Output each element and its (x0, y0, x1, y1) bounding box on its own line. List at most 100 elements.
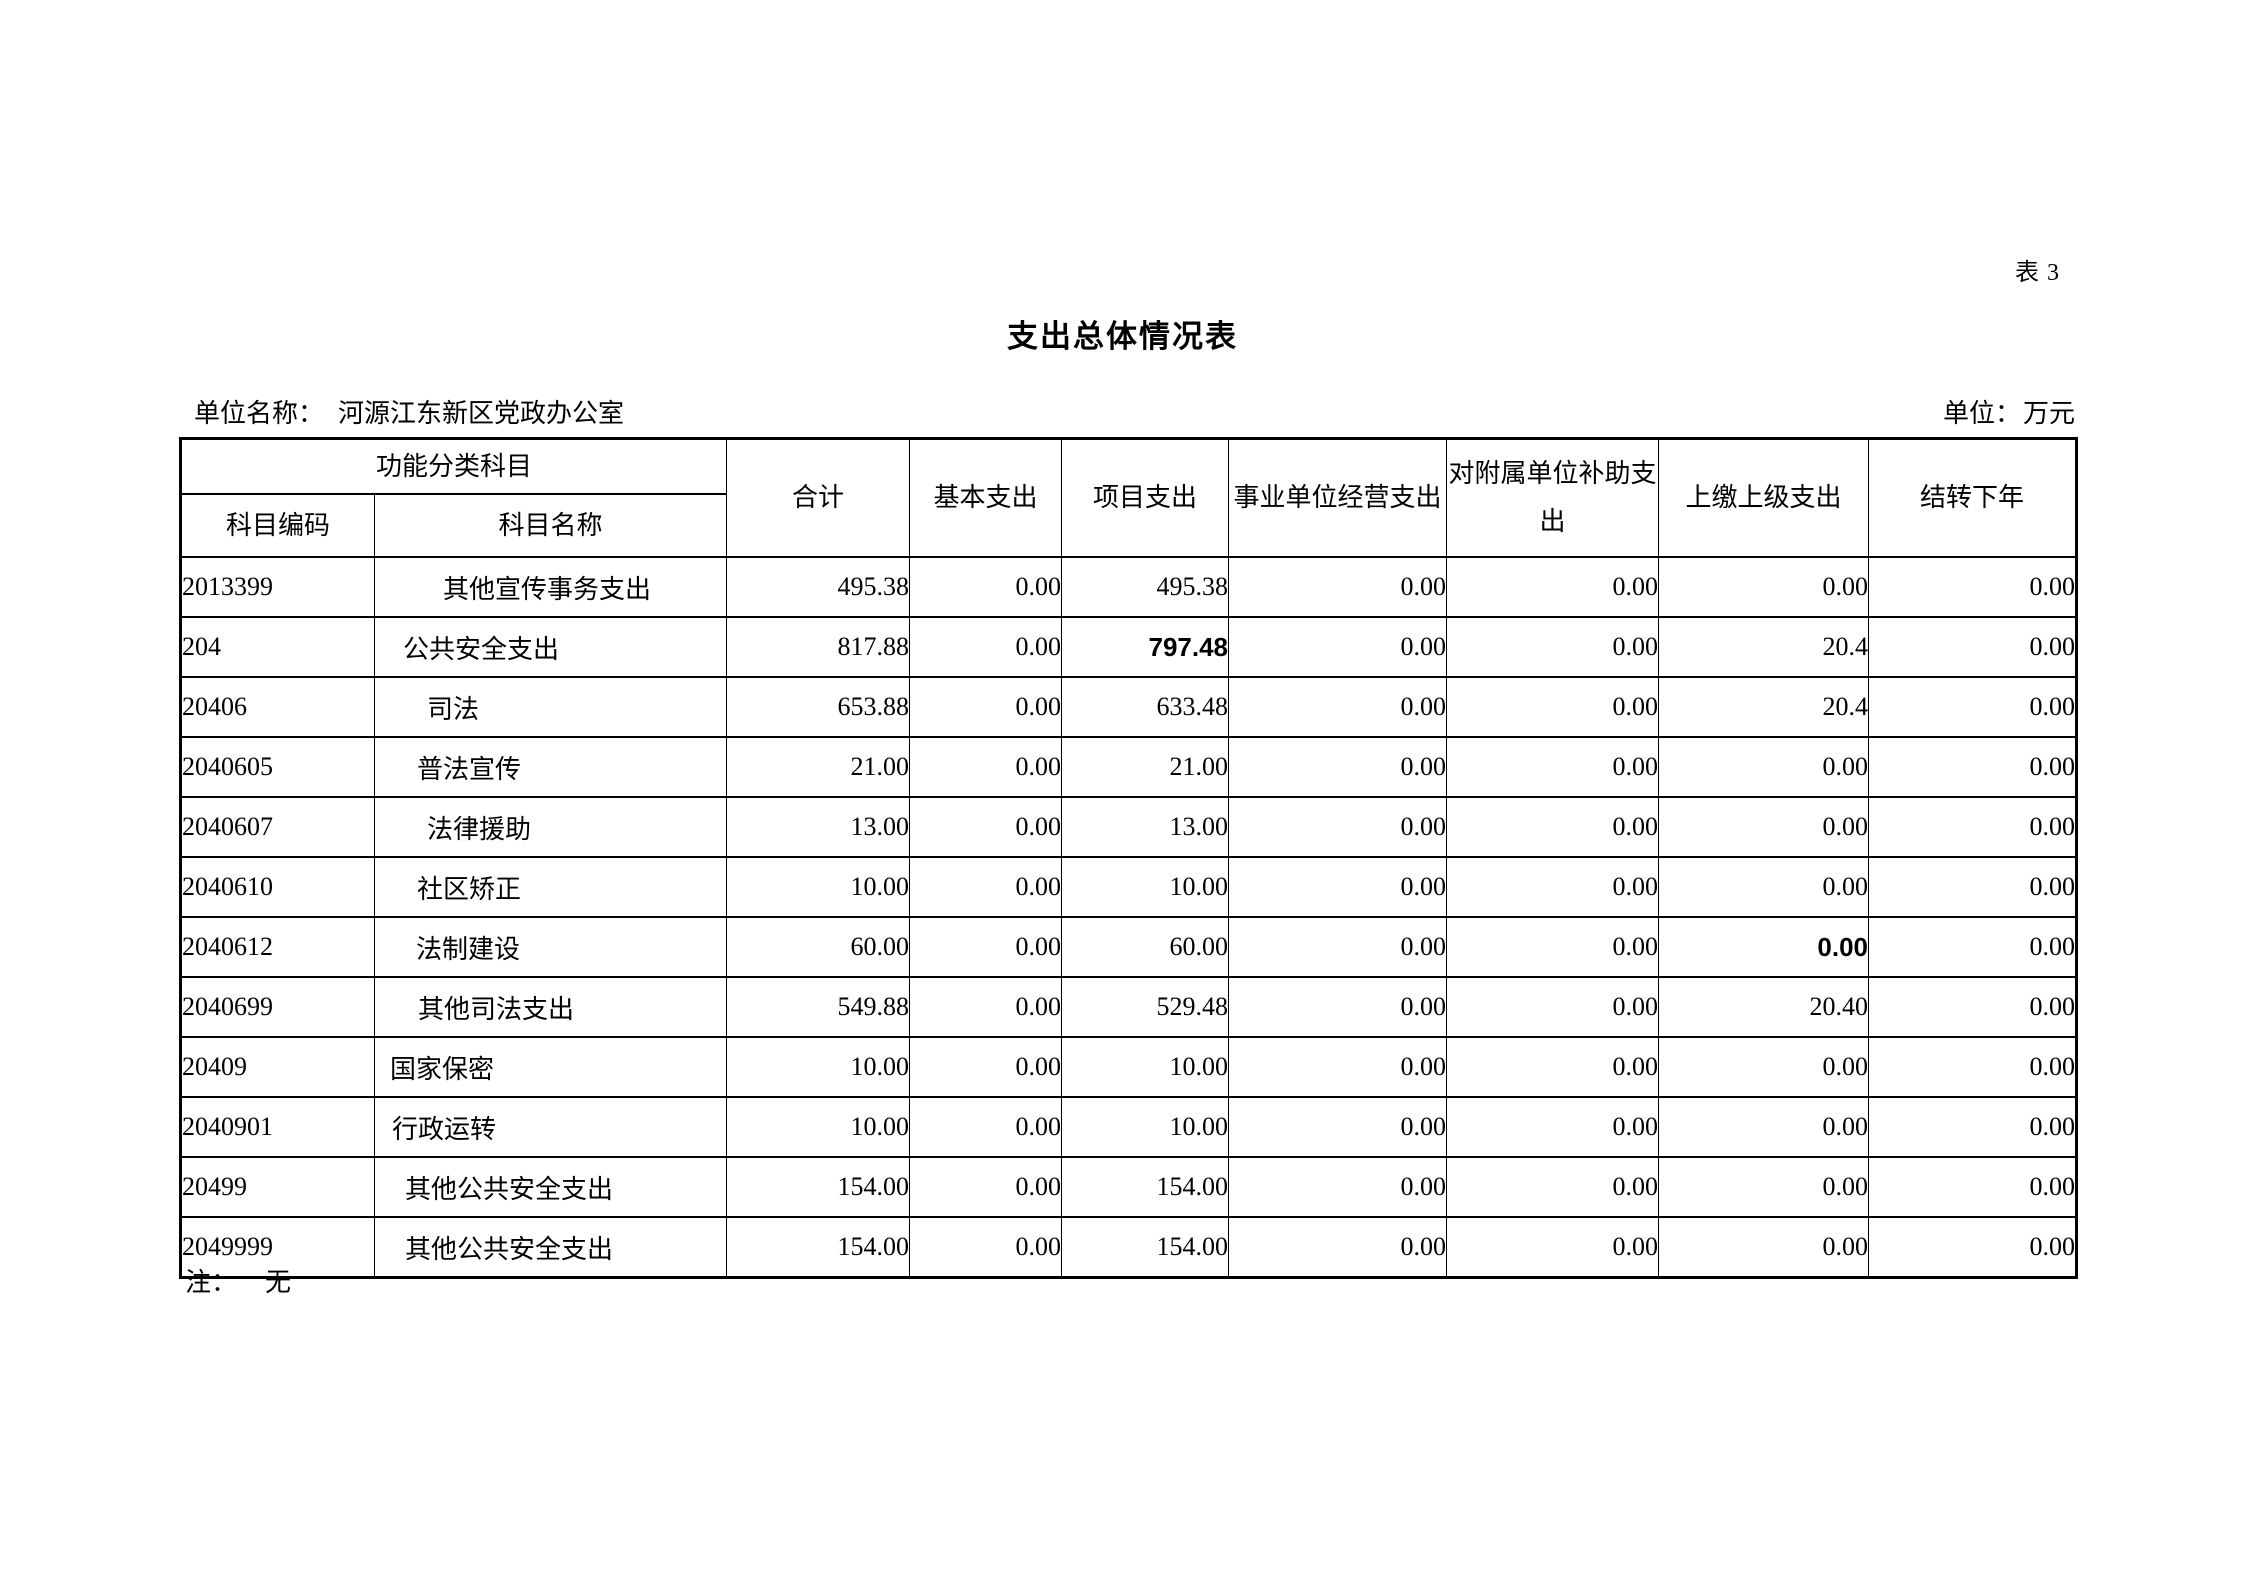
subject-code-cell: 20499 (180, 1156, 375, 1218)
value-cell: 0.00 (1868, 1096, 2078, 1158)
table-row: 2040901 行政运转 10.00 0.00 10.00 0.00 0.00 … (180, 1096, 2078, 1158)
value-cell: 0.00 (1658, 796, 1870, 858)
subject-name-cell: 普法宣传 (373, 736, 728, 798)
value-cell: 0.00 (1446, 796, 1660, 858)
value-cell: 653.88 (726, 676, 911, 738)
table-row: 2040612 法制建设 60.00 0.00 60.00 0.00 0.00 … (180, 916, 2078, 978)
value-cell: 797.48 (1061, 616, 1230, 678)
subject-code-cell: 2040605 (180, 736, 375, 798)
value-cell: 21.00 (726, 736, 911, 798)
value-cell: 0.00 (1868, 856, 2078, 918)
unit-name-label: 单位名称： (194, 399, 325, 428)
header-carryover: 结转下年 (1868, 437, 2078, 558)
value-cell: 495.38 (726, 556, 911, 618)
value-cell: 0.00 (1658, 916, 1870, 978)
value-cell: 0.00 (1446, 1156, 1660, 1218)
header-total: 合计 (726, 437, 911, 558)
value-cell: 0.00 (1868, 1036, 2078, 1098)
value-cell: 10.00 (726, 856, 911, 918)
value-cell: 0.00 (1228, 916, 1448, 978)
table-body: 2013399 其他宣传事务支出 495.38 0.00 495.38 0.00… (180, 556, 2078, 1279)
value-cell: 0.00 (1228, 556, 1448, 618)
value-cell: 10.00 (1061, 1036, 1230, 1098)
value-cell: 0.00 (909, 616, 1063, 678)
value-cell: 0.00 (909, 856, 1063, 918)
value-cell: 0.00 (1446, 616, 1660, 678)
value-cell: 0.00 (1446, 1216, 1660, 1279)
value-cell: 0.00 (1446, 976, 1660, 1038)
page-title: 支出总体情况表 (1007, 319, 1238, 354)
value-cell: 0.00 (1228, 796, 1448, 858)
value-cell: 0.00 (1228, 1036, 1448, 1098)
value-cell: 154.00 (726, 1216, 911, 1279)
value-cell: 0.00 (1868, 736, 2078, 798)
subject-code-cell: 2040610 (180, 856, 375, 918)
table-header: 功能分类科目 合计 基本支出 项目支出 事业单位经营支出 对附属单位补助支出 上… (179, 437, 2078, 558)
value-cell: 0.00 (1228, 616, 1448, 678)
table-row: 20409 国家保密 10.00 0.00 10.00 0.00 0.00 0.… (180, 1036, 2078, 1098)
currency-label: 单位： (1942, 399, 2021, 428)
value-cell: 20.4 (1658, 616, 1870, 678)
subject-name-cell: 国家保密 (373, 1036, 728, 1098)
value-cell: 13.00 (1061, 796, 1230, 858)
value-cell: 0.00 (1446, 556, 1660, 618)
subject-code-cell: 20409 (180, 1036, 375, 1098)
subject-name-cell: 行政运转 (373, 1096, 728, 1158)
value-cell: 0.00 (1658, 1216, 1870, 1279)
value-cell: 0.00 (909, 736, 1063, 798)
value-cell: 0.00 (1228, 856, 1448, 918)
value-cell: 0.00 (909, 676, 1063, 738)
value-cell: 21.00 (1061, 736, 1230, 798)
header-function-group: 功能分类科目 (179, 437, 728, 495)
value-cell: 0.00 (1228, 976, 1448, 1038)
table-row: 2049999 其他公共安全支出 154.00 0.00 154.00 0.00… (180, 1216, 2078, 1279)
currency-value: 万元 (2022, 399, 2075, 428)
header-paid-to-superior: 上缴上级支出 (1658, 437, 1870, 558)
table-row: 204 公共安全支出 817.88 0.00 797.48 0.00 0.00 … (180, 616, 2078, 678)
table-row: 20406 司法 653.88 0.00 633.48 0.00 0.00 20… (180, 676, 2078, 738)
value-cell: 0.00 (1868, 976, 2078, 1038)
subject-name-cell: 其他司法支出 (373, 976, 728, 1038)
subject-code-cell: 2040901 (180, 1096, 375, 1158)
value-cell: 0.00 (1446, 736, 1660, 798)
value-cell: 154.00 (1061, 1216, 1230, 1279)
header-business-operation: 事业单位经营支出 (1228, 437, 1448, 558)
subject-name-cell: 法制建设 (373, 916, 728, 978)
value-cell: 0.00 (909, 796, 1063, 858)
subject-name-cell: 司法 (373, 676, 728, 738)
value-cell: 0.00 (909, 556, 1063, 618)
value-cell: 0.00 (1228, 1096, 1448, 1158)
value-cell: 0.00 (909, 1036, 1063, 1098)
table-row: 2040607 法律援助 13.00 0.00 13.00 0.00 0.00 … (180, 796, 2078, 858)
value-cell: 633.48 (1061, 676, 1230, 738)
value-cell: 0.00 (1446, 1036, 1660, 1098)
value-cell: 0.00 (1228, 1216, 1448, 1279)
value-cell: 0.00 (1868, 1216, 2078, 1279)
value-cell: 0.00 (1868, 796, 2078, 858)
value-cell: 20.4 (1658, 676, 1870, 738)
value-cell: 0.00 (909, 1156, 1063, 1218)
value-cell: 549.88 (726, 976, 911, 1038)
table-row: 2013399 其他宣传事务支出 495.38 0.00 495.38 0.00… (180, 556, 2078, 618)
subject-code-cell: 20406 (180, 676, 375, 738)
value-cell: 0.00 (1658, 856, 1870, 918)
value-cell: 0.00 (1658, 1096, 1870, 1158)
subject-name-cell: 社区矫正 (373, 856, 728, 918)
header-project-expenditure: 项目支出 (1061, 437, 1230, 558)
subject-code-cell: 2040607 (180, 796, 375, 858)
table-number-tag: 表 3 (2015, 260, 2060, 286)
value-cell: 60.00 (726, 916, 911, 978)
value-cell: 0.00 (1868, 616, 2078, 678)
value-cell: 0.00 (1868, 556, 2078, 618)
value-cell: 20.40 (1658, 976, 1870, 1038)
value-cell: 13.00 (726, 796, 911, 858)
value-cell: 817.88 (726, 616, 911, 678)
value-cell: 10.00 (726, 1096, 911, 1158)
value-cell: 0.00 (1658, 556, 1870, 618)
value-cell: 0.00 (909, 976, 1063, 1038)
currency-unit-group: 单位：万元 (1943, 393, 2075, 430)
table-row: 2040699 其他司法支出 549.88 0.00 529.48 0.00 0… (180, 976, 2078, 1038)
value-cell: 0.00 (909, 1216, 1063, 1279)
value-cell: 154.00 (1061, 1156, 1230, 1218)
